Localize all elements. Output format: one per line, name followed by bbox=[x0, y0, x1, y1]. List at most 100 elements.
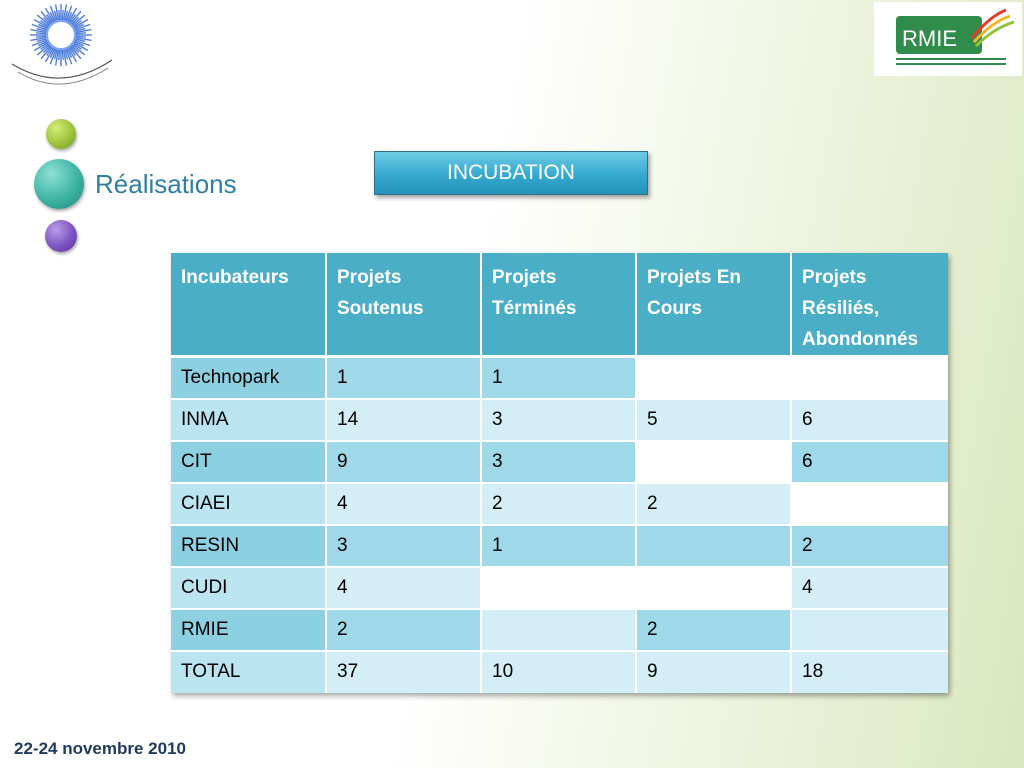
sun-ray bbox=[72, 43, 82, 50]
sun-ray bbox=[72, 44, 86, 56]
cell-en-cours: 5 bbox=[636, 398, 792, 442]
sun-ray bbox=[75, 36, 92, 42]
header-projets-termines: Projets Términés bbox=[481, 253, 637, 358]
sun-ray bbox=[49, 48, 56, 58]
table-row: CIAEI 4 2 2 bbox=[171, 482, 948, 526]
table-row: INMA 14 3 5 6 bbox=[171, 398, 948, 442]
sun-ray bbox=[62, 4, 68, 21]
cell-termines: 1 bbox=[481, 524, 637, 568]
sun-ray bbox=[67, 7, 78, 23]
sun-ray bbox=[65, 5, 73, 22]
cell-soutenus: 14 bbox=[326, 398, 482, 442]
section-title: Réalisations bbox=[95, 169, 237, 199]
sun-ray bbox=[75, 27, 86, 32]
sun-ray bbox=[44, 47, 55, 63]
sun-ray bbox=[61, 49, 64, 60]
cell-soutenus: 4 bbox=[326, 566, 482, 610]
cell-termines: 3 bbox=[481, 398, 637, 442]
sun-ray bbox=[49, 48, 57, 65]
cell-incubateur: TOTAL bbox=[171, 650, 327, 693]
sun-ray bbox=[61, 10, 64, 21]
rmie-logo-icon: RMIE bbox=[896, 8, 1015, 65]
cell-termines: 3 bbox=[481, 440, 637, 484]
sun-ray bbox=[70, 10, 82, 24]
sun-ray bbox=[65, 48, 73, 65]
sun-ray bbox=[66, 12, 73, 22]
sun-ray bbox=[69, 14, 76, 24]
header-projets-en-cours: Projets En Cours bbox=[636, 253, 792, 358]
sun-ray bbox=[46, 46, 53, 56]
cell-termines bbox=[481, 608, 637, 652]
cell-resilies: 4 bbox=[791, 566, 948, 610]
table-row: CIT 9 3 6 bbox=[171, 440, 948, 484]
green-bubble-icon bbox=[46, 119, 76, 149]
sun-ray bbox=[40, 10, 52, 24]
sun-ray bbox=[72, 14, 86, 26]
cell-resilies: 6 bbox=[791, 440, 948, 484]
sun-ray bbox=[42, 16, 51, 25]
cell-incubateur: RESIN bbox=[171, 524, 327, 568]
sun-ray bbox=[73, 18, 89, 29]
sun-emblem-logo bbox=[4, 2, 118, 88]
sun-ray bbox=[74, 39, 91, 47]
sun-ray bbox=[73, 41, 89, 52]
cell-termines: 10 bbox=[481, 650, 637, 693]
sun-ray bbox=[33, 18, 49, 29]
sun-ray bbox=[30, 36, 47, 42]
sun-ray bbox=[71, 45, 80, 54]
header-projets-soutenus: Projets Soutenus bbox=[326, 253, 482, 358]
sun-ray bbox=[58, 10, 61, 21]
sun-ray bbox=[40, 46, 52, 60]
sun-ray bbox=[36, 44, 50, 56]
sun-ray bbox=[46, 14, 53, 24]
cell-en-cours bbox=[636, 524, 792, 568]
sun-ray bbox=[31, 39, 48, 47]
sun-ray bbox=[33, 41, 49, 52]
sun-emblem-icon bbox=[11, 4, 113, 85]
cell-incubateur: Technopark bbox=[171, 356, 327, 400]
sun-ray bbox=[75, 38, 86, 43]
cell-incubateur: RMIE bbox=[171, 608, 327, 652]
cell-resilies bbox=[791, 608, 948, 652]
cell-soutenus: 37 bbox=[326, 650, 482, 693]
sun-ray bbox=[74, 23, 91, 31]
incubation-table: Incubateurs Projets Soutenus Projets Tér… bbox=[171, 253, 948, 693]
sun-ray bbox=[66, 48, 73, 58]
sun-ray bbox=[49, 5, 57, 22]
table-row: Technopark 1 1 bbox=[171, 356, 948, 400]
purple-bubble-icon bbox=[45, 220, 77, 252]
cell-en-cours: 9 bbox=[636, 650, 792, 693]
table-header-row: Incubateurs Projets Soutenus Projets Tér… bbox=[171, 253, 948, 358]
sun-ray bbox=[36, 35, 47, 38]
sun-ray bbox=[44, 7, 55, 23]
cell-resilies bbox=[791, 482, 948, 526]
cell-resilies: 2 bbox=[791, 524, 948, 568]
sun-ray bbox=[31, 23, 48, 31]
sun-ray bbox=[53, 10, 58, 21]
cell-resilies bbox=[791, 356, 948, 400]
footer-date: 22-24 novembre 2010 bbox=[14, 739, 186, 758]
cell-en-cours: 2 bbox=[636, 608, 792, 652]
cell-soutenus: 9 bbox=[326, 440, 482, 484]
sun-ray bbox=[70, 46, 82, 60]
cell-incubateur: INMA bbox=[171, 398, 327, 442]
incubation-button[interactable]: INCUBATION bbox=[374, 151, 648, 195]
header-projets-resilies: Projets Résiliés, Abondonnés bbox=[791, 253, 948, 358]
sun-ray bbox=[64, 49, 69, 60]
sun-ray bbox=[72, 20, 82, 27]
sun-ray bbox=[38, 23, 48, 30]
sun-ray bbox=[75, 35, 86, 38]
table-row: RMIE 2 2 bbox=[171, 608, 948, 652]
header-incubateurs: Incubateurs bbox=[171, 253, 327, 358]
cell-en-cours: 2 bbox=[636, 482, 792, 526]
sun-ray bbox=[75, 32, 86, 35]
cell-soutenus: 4 bbox=[326, 482, 482, 526]
table-row: RESIN 3 1 2 bbox=[171, 524, 948, 568]
rmie-logo: RMIE bbox=[874, 2, 1022, 76]
sun-ray bbox=[54, 49, 60, 66]
cell-incubateur: CUDI bbox=[171, 566, 327, 610]
table-row: CUDI 4 4 bbox=[171, 566, 948, 610]
sun-ray bbox=[36, 38, 47, 43]
sun-ray bbox=[69, 46, 76, 56]
cell-incubateur: CIT bbox=[171, 440, 327, 484]
